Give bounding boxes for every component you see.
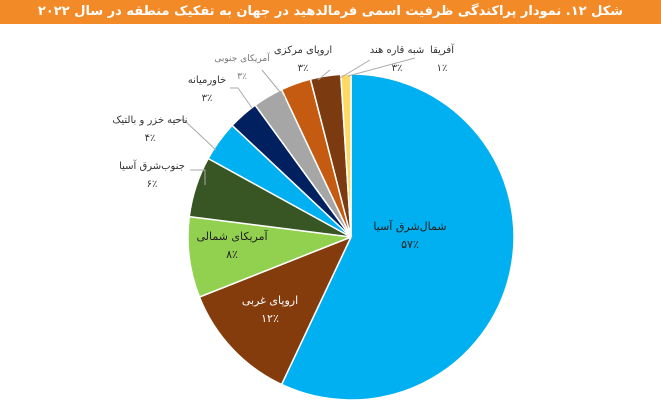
leader-line-4 <box>317 69 331 81</box>
slice-label-indian-subcontinent: شبه قاره هند ۳٪ <box>369 45 425 74</box>
slice-label-western-europe: اروپای غربی ۱۲٪ <box>241 294 299 325</box>
slice-label-south-america: آمریکای جنوبی ۳٪ <box>214 54 270 82</box>
leader-line-3 <box>261 69 286 99</box>
leader-line-6 <box>347 57 416 77</box>
slice-label-africa: آفریقا ۱٪ <box>430 45 454 74</box>
slice-label-middle-east: خاورمیانه ۳٪ <box>187 75 227 104</box>
leader-line-1 <box>174 119 217 151</box>
slice-label-caspian-baltic: ناحیه خزر و بالتیک ۴٪ <box>112 115 188 144</box>
chart-title: شکل ۱۲. نمودار پراکندگی ظرفیت اسمی فرمال… <box>0 0 661 24</box>
slice-label-southeast-asia: جنوب‌شرق آسیا ۶٪ <box>119 161 185 190</box>
leader-line-2 <box>230 87 253 109</box>
pie-slice-1 <box>198 235 353 386</box>
slice-label-central-europe: اروپای مرکزی ۳٪ <box>273 45 333 74</box>
leader-line-0 <box>190 169 206 185</box>
slice-label-north-america: آمریکای شمالی ۸٪ <box>196 230 268 261</box>
slice-label-northeast-asia: شمال‌شرق آسیا ۵۷٪ <box>373 220 447 251</box>
leader-line-5 <box>339 59 371 79</box>
